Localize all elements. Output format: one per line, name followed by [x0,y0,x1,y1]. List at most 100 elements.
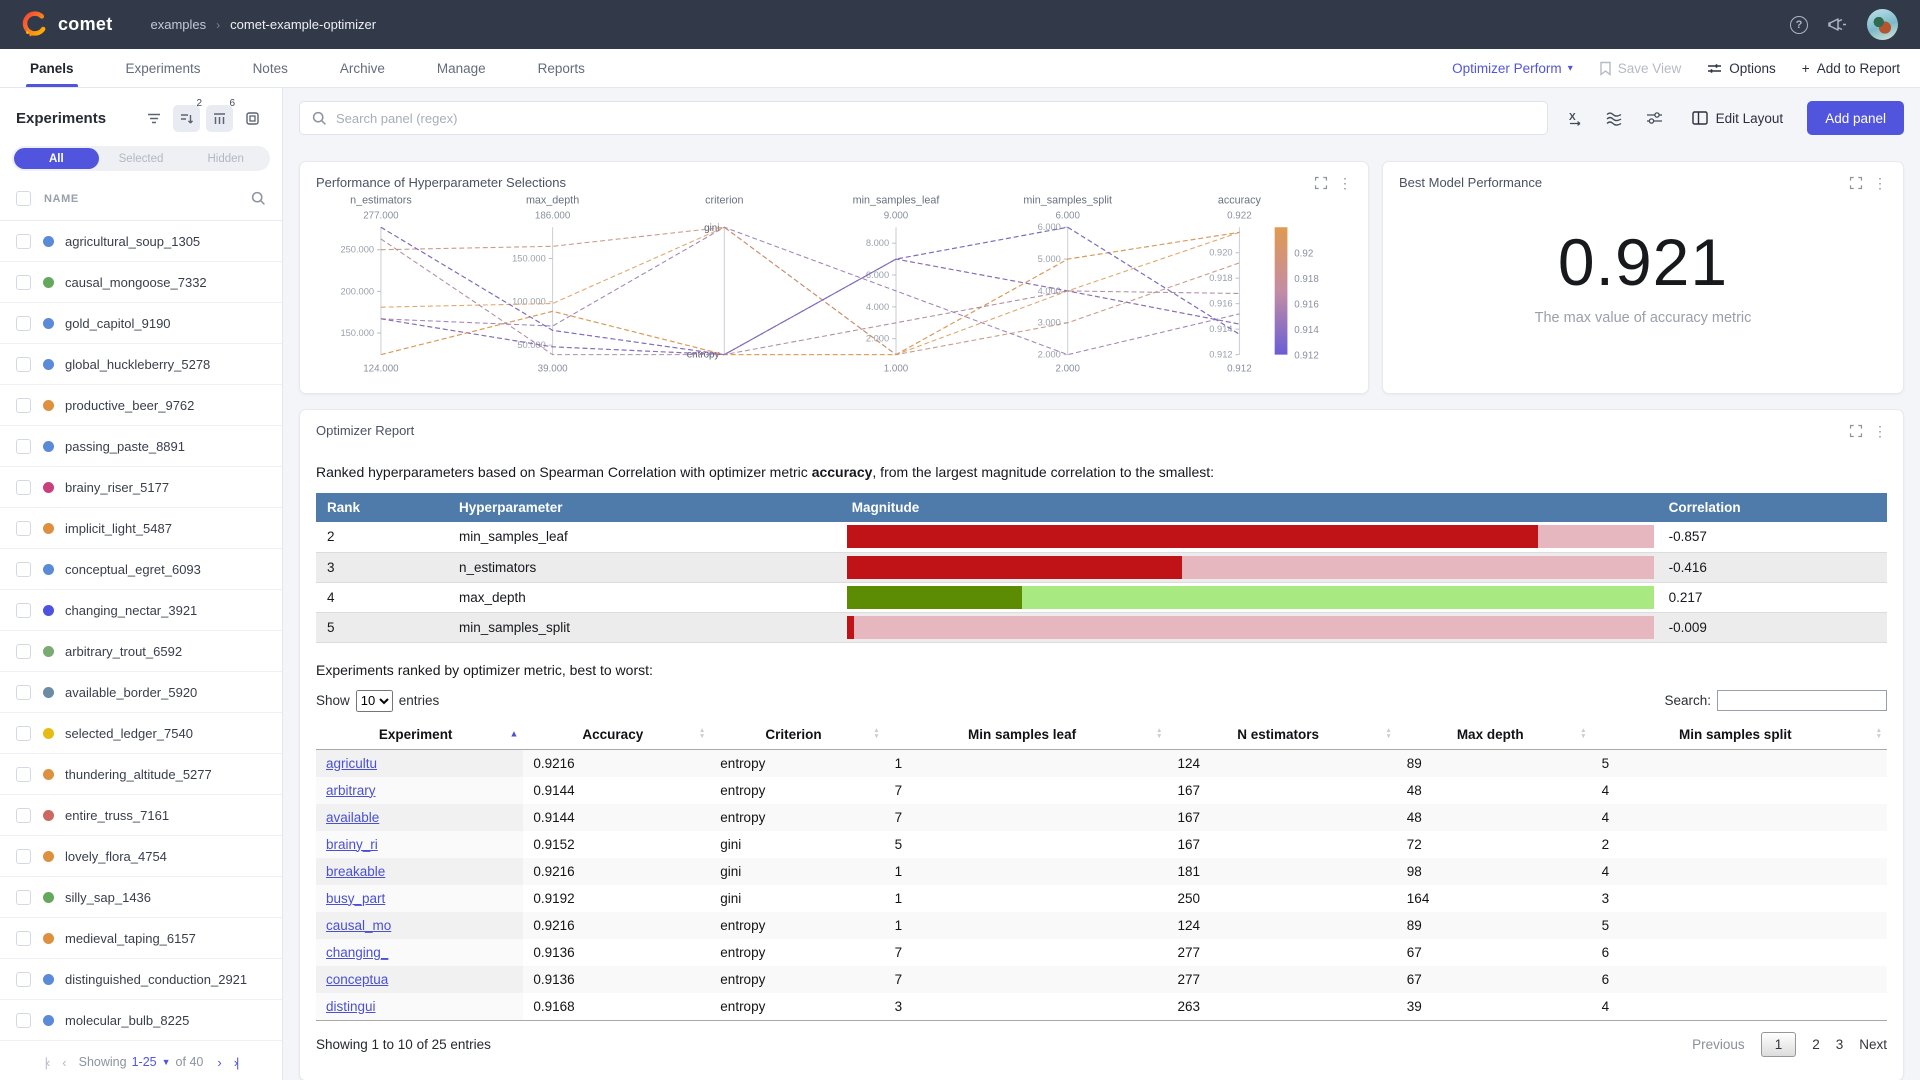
list-item[interactable]: agricultural_soup_1305 [0,221,282,262]
next-page-icon[interactable]: › [217,1055,219,1070]
user-avatar[interactable] [1867,9,1898,40]
filter-pill-selected[interactable]: Selected [99,148,184,169]
experiment-link[interactable]: busy_part [326,891,385,906]
tab-experiments[interactable]: Experiments [100,49,227,87]
list-item[interactable]: global_huckleberry_5278 [0,344,282,385]
view-selector[interactable]: Optimizer Perform ▾ [1452,61,1573,76]
tab-panels[interactable]: Panels [4,49,100,87]
prev-page-icon[interactable]: ‹ [62,1055,64,1070]
experiment-link[interactable]: conceptua [326,972,388,987]
column-header-max-depth[interactable]: Max depth▲▼ [1397,720,1592,750]
expand-icon[interactable] [1849,176,1863,190]
table-search-input[interactable] [1717,690,1887,711]
page-button-1[interactable]: 1 [1761,1032,1797,1057]
experiment-checkbox[interactable] [16,316,31,331]
list-item[interactable]: thundering_altitude_5277 [0,754,282,795]
list-item[interactable]: brainy_riser_5177 [0,467,282,508]
list-item[interactable]: conceptual_egret_6093 [0,549,282,590]
kebab-menu-icon[interactable]: ⋮ [1873,178,1887,188]
filter-icon[interactable] [140,105,167,132]
tab-archive[interactable]: Archive [314,49,411,87]
list-item[interactable]: distinguished_conduction_2921 [0,959,282,1000]
tab-notes[interactable]: Notes [227,49,314,87]
tab-manage[interactable]: Manage [411,49,512,87]
experiment-checkbox[interactable] [16,357,31,372]
list-item[interactable]: gold_capitol_9190 [0,303,282,344]
column-header-criterion[interactable]: Criterion▲▼ [710,720,884,750]
experiment-checkbox[interactable] [16,234,31,249]
list-item[interactable]: passing_paste_8891 [0,426,282,467]
experiment-checkbox[interactable] [16,644,31,659]
options-button[interactable]: Options [1707,61,1776,76]
experiment-checkbox[interactable] [16,521,31,536]
previous-page-button[interactable]: Previous [1692,1037,1745,1052]
column-header-accuracy[interactable]: Accuracy▲▼ [523,720,710,750]
first-page-icon[interactable]: |‹ [45,1055,49,1070]
add-to-report-button[interactable]: + Add to Report [1802,61,1900,76]
search-icon[interactable] [251,191,266,206]
column-header-n-estimators[interactable]: N estimators▲▼ [1167,720,1396,750]
list-item[interactable]: productive_beer_9762 [0,385,282,426]
expand-icon[interactable] [1849,424,1863,438]
column-header-min-samples-leaf[interactable]: Min samples leaf▲▼ [885,720,1168,750]
experiment-link[interactable]: brainy_ri [326,837,378,852]
announcements-icon[interactable] [1828,16,1847,33]
filter-pill-all[interactable]: All [14,148,99,169]
experiment-checkbox[interactable] [16,849,31,864]
experiment-checkbox[interactable] [16,275,31,290]
next-page-button[interactable]: Next [1859,1037,1887,1052]
select-all-checkbox[interactable] [16,191,31,206]
list-item[interactable]: molecular_bulb_8225 [0,1000,282,1041]
experiment-checkbox[interactable] [16,398,31,413]
tab-reports[interactable]: Reports [512,49,611,87]
experiment-link[interactable]: changing_ [326,945,388,960]
experiment-checkbox[interactable] [16,685,31,700]
smoothing-icon[interactable] [1602,105,1628,131]
list-item[interactable]: medieval_taping_6157 [0,918,282,959]
sort-icon[interactable]: 2 [173,105,200,132]
page-range-select[interactable]: 1-25 [132,1055,157,1069]
list-item[interactable]: arbitrary_trout_6592 [0,631,282,672]
experiment-link[interactable]: arbitrary [326,783,376,798]
experiment-checkbox[interactable] [16,931,31,946]
edit-layout-button[interactable]: Edit Layout [1692,111,1784,126]
filter-pill-hidden[interactable]: Hidden [183,148,268,169]
list-item[interactable]: causal_mongoose_7332 [0,262,282,303]
page-button-2[interactable]: 2 [1812,1037,1820,1052]
list-item[interactable]: lovely_flora_4754 [0,836,282,877]
experiment-link[interactable]: breakable [326,864,385,879]
experiment-checkbox[interactable] [16,767,31,782]
panel-search-input[interactable] [336,111,1535,126]
experiment-link[interactable]: available [326,810,379,825]
experiment-checkbox[interactable] [16,726,31,741]
experiment-checkbox[interactable] [16,972,31,987]
group-icon[interactable] [239,105,266,132]
column-header-min-samples-split[interactable]: Min samples split▲▼ [1592,720,1887,750]
last-page-icon[interactable]: ›| [234,1055,238,1070]
page-button-3[interactable]: 3 [1836,1037,1844,1052]
experiment-checkbox[interactable] [16,1013,31,1028]
experiment-checkbox[interactable] [16,562,31,577]
filter-sliders-icon[interactable] [1642,105,1668,131]
experiment-checkbox[interactable] [16,808,31,823]
list-item[interactable]: available_border_5920 [0,672,282,713]
experiment-checkbox[interactable] [16,439,31,454]
column-header-experiment[interactable]: Experiment▲ [316,720,523,750]
list-item[interactable]: selected_ledger_7540 [0,713,282,754]
list-item[interactable]: entire_truss_7161 [0,795,282,836]
columns-icon[interactable]: 6 [206,105,233,132]
kebab-menu-icon[interactable]: ⋮ [1873,426,1887,436]
list-item[interactable]: silly_sap_1436 [0,877,282,918]
list-item[interactable]: changing_nectar_3921 [0,590,282,631]
expand-icon[interactable] [1314,176,1328,190]
save-view-button[interactable]: Save View [1599,61,1682,76]
x-axis-settings-icon[interactable]: X [1562,105,1588,131]
page-size-select[interactable]: 10 [356,690,393,712]
experiment-link[interactable]: distingui [326,999,376,1014]
experiment-link[interactable]: causal_mo [326,918,391,933]
breadcrumb-project[interactable]: examples [151,17,207,32]
comet-logo[interactable]: comet [22,11,113,38]
experiment-link[interactable]: agricultu [326,756,377,771]
list-item[interactable]: implicit_light_5487 [0,508,282,549]
experiment-checkbox[interactable] [16,603,31,618]
